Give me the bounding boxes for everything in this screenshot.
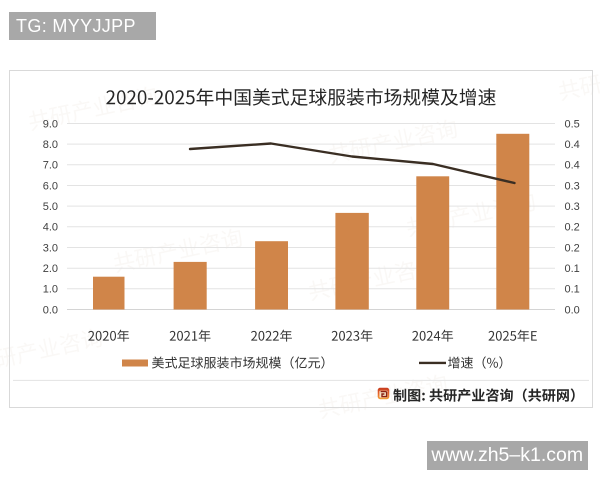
svg-text:0.3: 0.3 [565,201,580,213]
svg-text:0.1: 0.1 [565,263,580,275]
svg-text:0.0: 0.0 [565,304,580,316]
svg-text:0.1: 0.1 [565,284,580,296]
svg-text:0.2: 0.2 [565,242,580,254]
svg-text:5.0: 5.0 [43,201,58,213]
svg-text:0.0: 0.0 [43,304,58,316]
svg-text:4.0: 4.0 [43,222,58,234]
svg-text:3.0: 3.0 [43,242,58,254]
svg-text:0.4: 0.4 [565,139,580,151]
svg-text:0.5: 0.5 [565,118,580,130]
svg-text:6.0: 6.0 [43,180,58,192]
svg-text:0.4: 0.4 [565,160,580,172]
svg-text:2.0: 2.0 [43,263,58,275]
svg-text:1.0: 1.0 [43,284,58,296]
svg-text:9.0: 9.0 [43,118,58,130]
svg-text:8.0: 8.0 [43,139,58,151]
svg-text:0.3: 0.3 [565,180,580,192]
svg-text:7.0: 7.0 [43,160,58,172]
svg-text:0.2: 0.2 [565,222,580,234]
